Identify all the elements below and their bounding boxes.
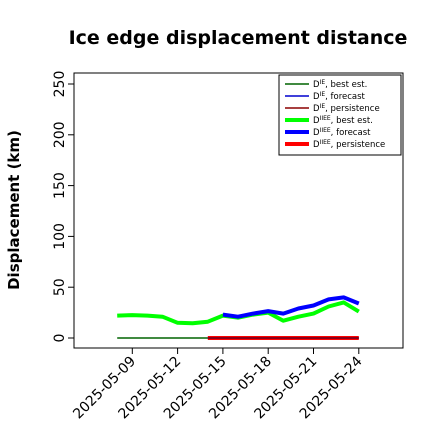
y-tick-label: 100 [52,223,68,250]
legend-entry-rest: , persistence [331,140,386,150]
series-line-3 [117,300,360,326]
legend-entry: DIE, persistence [313,103,380,114]
plot-frame [73,72,404,349]
legend-entry: DIE, forecast [313,91,366,102]
legend-entry-rest: , forecast [325,92,365,102]
legend-entry-sup: IIEE [320,115,331,122]
legend-entry-rest: , forecast [331,128,371,138]
y-tick-label: 200 [52,121,68,148]
legend-entry-base: D [313,92,320,102]
legend-entry-rest: , best est. [325,80,367,90]
legend-entry-sup: IIEE [320,127,331,134]
y-tick-label: 50 [52,278,68,296]
legend-entry: DIIEE, forecast [313,127,371,138]
legend-entry-base: D [313,116,320,126]
series-line-4 [222,295,360,319]
legend-entry-sup: IE [320,91,326,98]
legend-entry-sup: IE [320,103,326,110]
legend-entry-sup: IIEE [320,139,331,146]
y-tick-label: 250 [52,71,68,98]
y-tick-label: 150 [52,172,68,199]
legend-entry: DIE, best est. [313,79,367,90]
legend-entry-base: D [313,104,320,114]
legend-entry-rest: , best est. [331,116,373,126]
legend-entry-rest: , persistence [325,104,380,114]
series-layer [117,295,360,340]
x-axis: 2025-05-092025-05-122025-05-152025-05-18… [70,348,366,422]
legend-entry: DIIEE, persistence [313,139,385,150]
legend-entry-base: D [313,80,320,90]
y-tick-label: 0 [52,334,68,343]
legend-entry-sup: IE [320,79,326,86]
y-axis-label: Displacement (km) [5,130,23,290]
legend-entry-base: D [313,140,320,150]
legend-box [278,74,402,156]
legend-entry-base: D [313,128,320,138]
chart-title: Ice edge displacement distance [69,27,408,49]
y-axis: 0 50 100 150 200 250 [52,71,74,343]
legend-entry: DIIEE, best est. [313,115,373,126]
